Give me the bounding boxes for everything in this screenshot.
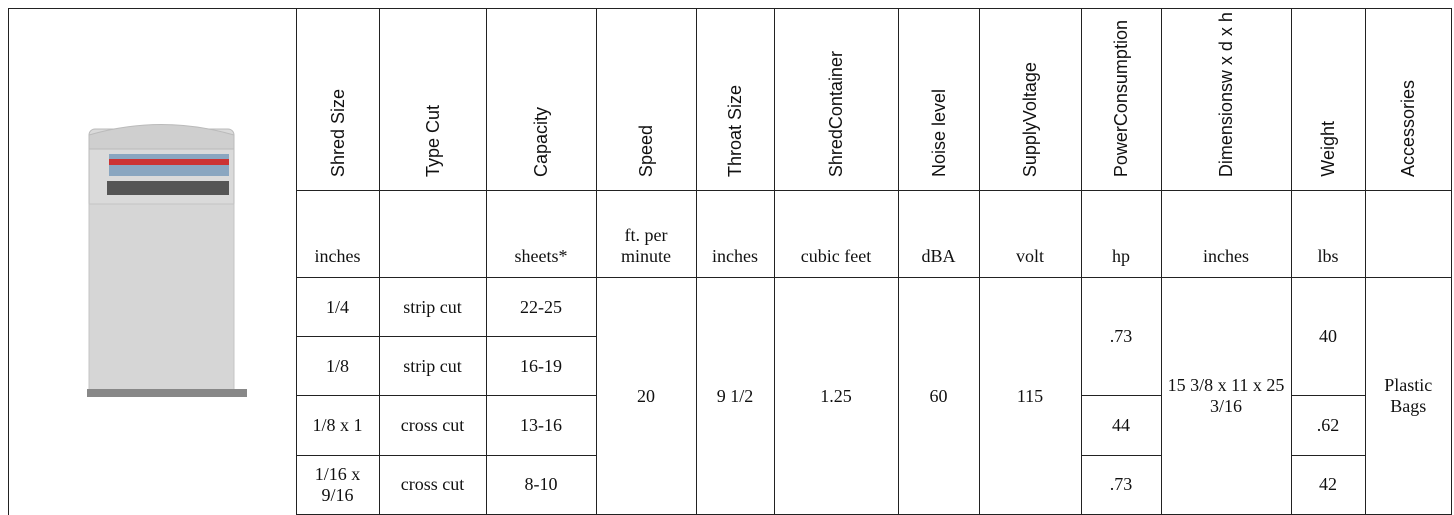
unit-cell xyxy=(1364,189,1451,279)
header-text: Capacity xyxy=(531,107,551,177)
header-line: Speed xyxy=(636,124,656,177)
header-line: Shred xyxy=(826,128,846,177)
capacity: 16-19 xyxy=(485,336,596,397)
header-line: Weight xyxy=(1318,121,1338,177)
header-cell: Capacity xyxy=(485,9,597,191)
header-line: Accessories xyxy=(1398,79,1419,177)
header-text: Shred Container xyxy=(826,51,846,177)
spec-table: Shred Size Type Cut Capacity Speed Throat Si… xyxy=(295,9,1451,515)
spec-sheet: Shred Size Type Cut Capacity Speed Throat Si… xyxy=(8,8,1452,515)
weight: 44 xyxy=(1080,395,1162,456)
header-line: Noise level xyxy=(928,88,949,177)
header-cell: Throat Size xyxy=(695,9,775,191)
header-cell: Accessories xyxy=(1364,9,1451,191)
data-row: 1/16 x 9/16 cross cut 8-10.73 42 xyxy=(295,454,1451,515)
supply-voltage: 115 xyxy=(978,277,1082,515)
header-line: Shred Size xyxy=(327,88,348,177)
header-cell: Shred Size xyxy=(295,9,380,191)
dimensions: 15 3/8 x 11 x 25 3/16 xyxy=(1160,277,1292,515)
header-line: Type Cut xyxy=(422,104,443,177)
data-row: 1/8 x 1 cross cut 13-16 44 .62 xyxy=(295,395,1451,456)
unit-cell: lbs xyxy=(1290,189,1366,279)
accessories: Plastic Bags xyxy=(1364,277,1451,515)
header-row: Shred Size Type Cut Capacity Speed Throat Si… xyxy=(295,9,1451,191)
header-line: Dimensions xyxy=(1216,82,1236,177)
unit-cell: ft. per minute xyxy=(595,189,697,279)
shred-size: 1/8 xyxy=(295,336,380,397)
header-line: Container xyxy=(826,50,846,129)
header-cell: Power Consumption xyxy=(1080,9,1162,191)
type-cut: strip cut xyxy=(378,277,487,338)
capacity: 22-25 xyxy=(485,277,597,338)
shredder-illustration xyxy=(87,124,247,397)
shred-size: 1/16 x 9/16 xyxy=(295,454,380,515)
shred-container: 1.25 xyxy=(773,277,899,515)
power: .73 xyxy=(1080,277,1162,397)
header-cell: Noise level xyxy=(897,9,980,191)
unit-cell: volt xyxy=(978,189,1082,279)
capacity: 13-16 xyxy=(485,395,597,456)
unit-cell: hp xyxy=(1080,189,1162,279)
noise-level: 60 xyxy=(897,277,980,515)
power: .62 xyxy=(1290,395,1365,456)
throat-size: 9 1/2 xyxy=(695,277,775,515)
header-text: Dimensions w x d x h xyxy=(1216,12,1236,177)
unit-cell: cubic feet xyxy=(773,189,899,279)
header-text: Weight xyxy=(1318,121,1338,177)
unit-cell: inches xyxy=(695,189,775,279)
header-line: w x d x h xyxy=(1216,11,1236,83)
header-text: Throat Size xyxy=(725,85,745,177)
header-cell: Supply Voltage xyxy=(978,9,1082,191)
units-row: inches sheets* ft. per minute inches cubic f… xyxy=(295,189,1451,279)
speed: 20 xyxy=(595,277,697,515)
unit-cell: inches xyxy=(1160,189,1292,279)
header-cell: Type Cut xyxy=(378,9,487,191)
header-text: Power Consumption xyxy=(1111,20,1131,177)
product-image xyxy=(9,9,296,515)
weight: 40 xyxy=(1290,277,1366,397)
header-line: Supply xyxy=(1020,121,1040,177)
header-cell: Dimensions w x d x h xyxy=(1160,9,1292,191)
header-text: Noise level xyxy=(929,89,949,177)
capacity: 8-10 xyxy=(485,454,597,515)
header-text: Type Cut xyxy=(423,105,443,177)
unit-cell: dBA xyxy=(897,189,980,279)
data-row: 1/8 strip cut 16-19 xyxy=(295,336,1451,397)
header-text: Speed xyxy=(636,125,656,177)
header-line: Voltage xyxy=(1020,61,1040,122)
weight: 42 xyxy=(1290,454,1365,515)
type-cut: strip cut xyxy=(378,336,487,397)
header-line: Throat Size xyxy=(725,84,745,177)
header-cell: Weight xyxy=(1290,9,1366,191)
data-row: 1/4 strip cut 22-25 20 9 1/2 1.25 60 115.73 15 3… xyxy=(295,277,1451,515)
header-text: Accessories xyxy=(1398,80,1418,177)
unit-cell xyxy=(378,189,487,279)
header-line: Capacity xyxy=(531,106,551,177)
unit-cell: sheets* xyxy=(485,189,597,279)
header-cell: Speed xyxy=(595,9,697,191)
type-cut: cross cut xyxy=(378,395,487,456)
shred-size: 1/4 xyxy=(295,277,380,338)
unit-cell: inches xyxy=(295,189,380,279)
header-line: Consumption xyxy=(1111,19,1131,126)
header-line: Power xyxy=(1111,125,1131,177)
header-cell: Shred Container xyxy=(773,9,899,191)
shred-size: 1/8 x 1 xyxy=(295,395,380,456)
header-text: Supply Voltage xyxy=(1020,62,1040,177)
header-text: Shred Size xyxy=(328,89,348,177)
